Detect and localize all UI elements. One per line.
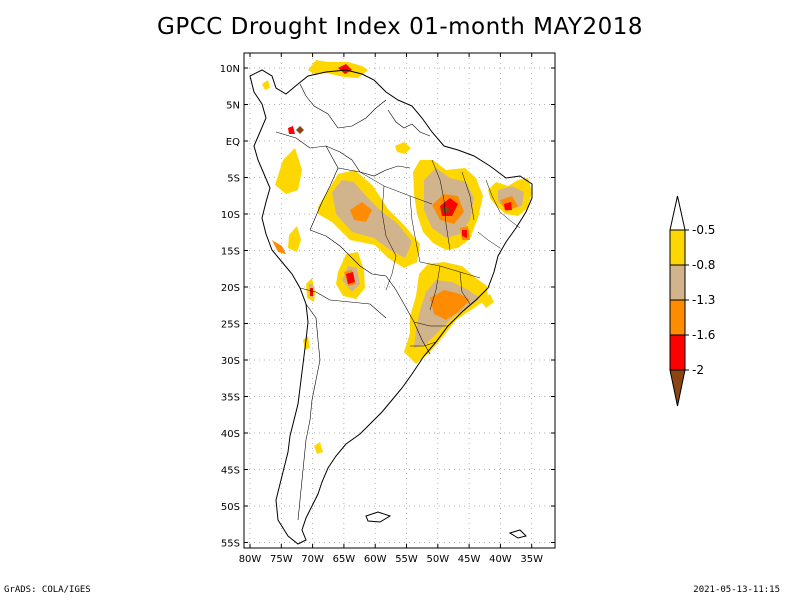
lon-label: 80W (239, 554, 262, 565)
legend-swatch (669, 229, 686, 266)
longitude-labels: 80W 75W 70W 65W 60W 55W 50W 45W 40W 35W (239, 554, 543, 565)
lon-label: 50W (426, 554, 449, 565)
map-title: GPCC Drought Index 01-month MAY2018 (157, 14, 643, 40)
lat-label: 45S (221, 466, 240, 477)
lon-label: 55W (395, 554, 418, 565)
lat-label: 15S (221, 247, 240, 258)
lon-label: 35W (520, 554, 543, 565)
state-borders (337, 159, 521, 347)
legend-swatch (669, 299, 686, 336)
lat-label: 5N (226, 101, 240, 112)
legend-swatch (669, 369, 686, 407)
legend-swatch (669, 195, 686, 231)
lat-label: 20S (221, 283, 240, 294)
lon-label: 60W (364, 554, 387, 565)
color-legend: -0.5 -0.8 -1.3 -1.6 -2 (669, 195, 715, 407)
country-borders (275, 83, 431, 521)
lat-label: 35S (221, 393, 240, 404)
lon-label: 45W (458, 554, 481, 565)
lon-label: 70W (301, 554, 324, 565)
legend-label: -2 (692, 363, 704, 377)
lon-label: 75W (270, 554, 293, 565)
lat-label: 10N (220, 64, 240, 75)
legend-label: -1.6 (692, 328, 715, 342)
lat-label: EQ (226, 137, 240, 148)
legend-label: -1.3 (692, 293, 715, 307)
lat-label: 5S (227, 174, 240, 185)
lat-label: 40S (221, 429, 240, 440)
axis-ticks (244, 53, 555, 548)
map-frame (243, 52, 556, 549)
lat-label: 30S (221, 356, 240, 367)
lat-label: 50S (221, 502, 240, 513)
lat-label: 25S (221, 320, 240, 331)
coastline (249, 69, 533, 545)
lat-label: 10S (221, 210, 240, 221)
latitude-labels: 10N 5N EQ 5S 10S 15S 20S 25S 30S 35S 40S 45S 50S 55S (220, 64, 240, 550)
lon-label: 65W (333, 554, 356, 565)
legend-swatch (669, 264, 686, 301)
footer-timestamp: 2021-05-13-11:15 (693, 585, 780, 595)
legend-label: -0.5 (692, 223, 715, 237)
legend-label: -0.8 (692, 258, 715, 272)
lat-label: 55S (221, 539, 240, 550)
legend-swatch (669, 334, 686, 371)
lon-label: 40W (489, 554, 512, 565)
footer-credit: GrADS: COLA/IGES (4, 585, 91, 595)
